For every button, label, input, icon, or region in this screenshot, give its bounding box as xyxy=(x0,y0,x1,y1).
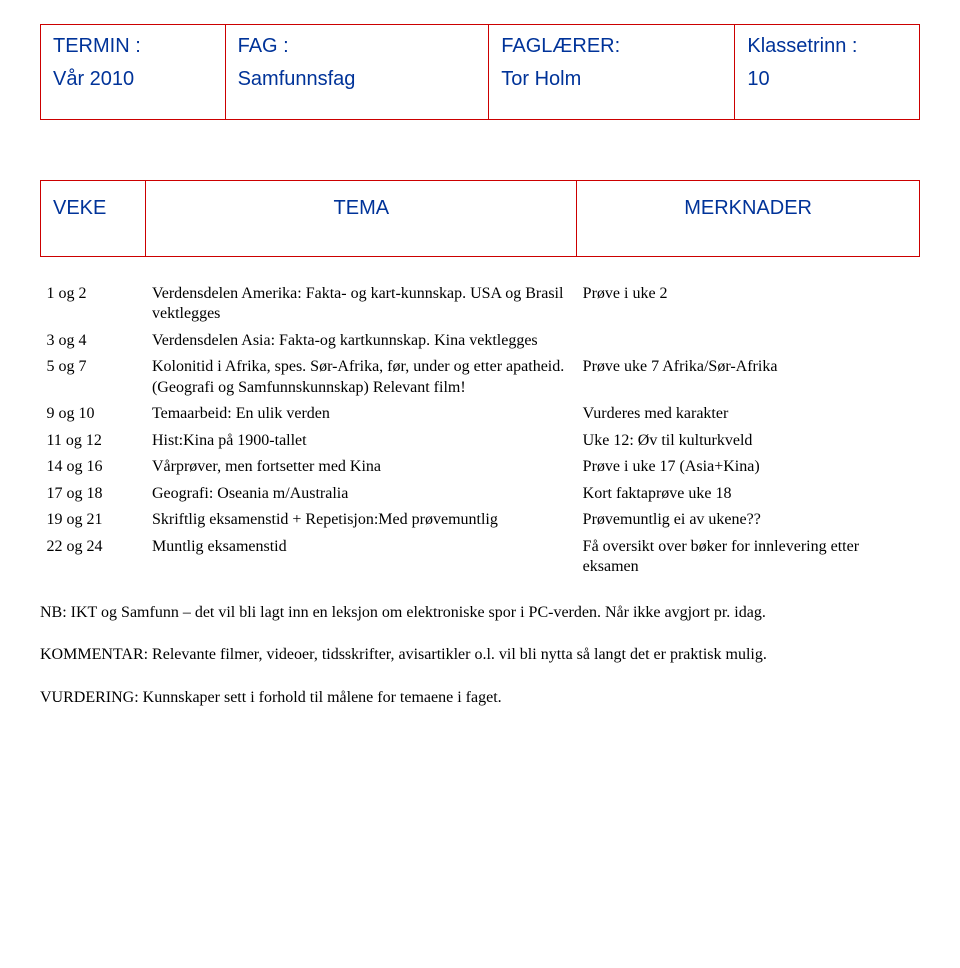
header-cell-fag: FAG : Samfunnsfag xyxy=(225,25,489,120)
spacer-row xyxy=(41,257,920,282)
header-cell-termin: TERMIN : Vår 2010 xyxy=(41,25,226,120)
cell-week: 19 og 21 xyxy=(41,507,146,533)
table-row: 3 og 4Verdensdelen Asia: Fakta-og kartku… xyxy=(41,328,920,354)
table-row: 17 og 18Geografi: Oseania m/AustraliaKor… xyxy=(41,481,920,507)
cell-week: 22 og 24 xyxy=(41,534,146,581)
table-row: 22 og 24Muntlig eksamenstidFå oversikt o… xyxy=(41,534,920,581)
col-header-week: VEKE xyxy=(41,181,146,257)
cell-merk: Prøvemuntlig ei av ukene?? xyxy=(577,507,920,533)
cell-week: 5 og 7 xyxy=(41,354,146,401)
table-row: 9 og 10Temaarbeid: En ulik verdenVurdere… xyxy=(41,401,920,427)
cell-tema: Temaarbeid: En ulik verden xyxy=(146,401,577,427)
cell-merk: Få oversikt over bøker for innlevering e… xyxy=(577,534,920,581)
cell-merk: Prøve i uke 17 (Asia+Kina) xyxy=(577,454,920,480)
cell-week: 14 og 16 xyxy=(41,454,146,480)
col-header-tema: TEMA xyxy=(146,181,577,257)
termin-label: TERMIN : xyxy=(53,35,213,58)
cell-tema: Vårprøver, men fortsetter med Kina xyxy=(146,454,577,480)
cell-tema: Hist:Kina på 1900-tallet xyxy=(146,428,577,454)
cell-tema: Verdensdelen Asia: Fakta-og kartkunnskap… xyxy=(146,328,577,354)
schedule-table: VEKE TEMA MERKNADER 1 og 2Verdensdelen A… xyxy=(40,180,920,581)
note-vurdering: VURDERING: Kunnskaper sett i forhold til… xyxy=(40,688,920,709)
cell-merk: Vurderes med karakter xyxy=(577,401,920,427)
note-kommentar: KOMMENTAR: Relevante filmer, videoer, ti… xyxy=(40,645,920,666)
col-header-merk: MERKNADER xyxy=(577,181,920,257)
cell-week: 17 og 18 xyxy=(41,481,146,507)
laerer-value: Tor Holm xyxy=(501,68,722,91)
cell-merk: Prøve uke 7 Afrika/Sør-Afrika xyxy=(577,354,920,401)
cell-week: 11 og 12 xyxy=(41,428,146,454)
fag-value: Samfunnsfag xyxy=(238,68,477,91)
note-nb: NB: IKT og Samfunn – det vil bli lagt in… xyxy=(40,603,920,624)
cell-merk: Kort faktaprøve uke 18 xyxy=(577,481,920,507)
cell-week: 3 og 4 xyxy=(41,328,146,354)
cell-merk: Prøve i uke 2 xyxy=(577,281,920,328)
cell-merk xyxy=(577,328,920,354)
table-row: 19 og 21Skriftlig eksamenstid + Repetisj… xyxy=(41,507,920,533)
header-table: TERMIN : Vår 2010 FAG : Samfunnsfag FAGL… xyxy=(40,24,920,120)
table-row: 14 og 16Vårprøver, men fortsetter med Ki… xyxy=(41,454,920,480)
cell-tema: Muntlig eksamenstid xyxy=(146,534,577,581)
cell-tema: Verdensdelen Amerika: Fakta- og kart-kun… xyxy=(146,281,577,328)
table-row: 1 og 2Verdensdelen Amerika: Fakta- og ka… xyxy=(41,281,920,328)
table-row: 11 og 12Hist:Kina på 1900-talletUke 12: … xyxy=(41,428,920,454)
table-header-row: VEKE TEMA MERKNADER xyxy=(41,181,920,257)
header-cell-laerer: FAGLÆRER: Tor Holm xyxy=(489,25,735,120)
cell-tema: Geografi: Oseania m/Australia xyxy=(146,481,577,507)
cell-merk: Uke 12: Øv til kulturkveld xyxy=(577,428,920,454)
fag-label: FAG : xyxy=(238,35,477,58)
cell-tema: Kolonitid i Afrika, spes. Sør-Afrika, fø… xyxy=(146,354,577,401)
trinn-label: Klassetrinn : xyxy=(747,35,907,58)
cell-week: 1 og 2 xyxy=(41,281,146,328)
termin-value: Vår 2010 xyxy=(53,68,213,91)
cell-tema: Skriftlig eksamenstid + Repetisjon:Med p… xyxy=(146,507,577,533)
table-row: 5 og 7Kolonitid i Afrika, spes. Sør-Afri… xyxy=(41,354,920,401)
trinn-value: 10 xyxy=(747,68,907,91)
header-cell-trinn: Klassetrinn : 10 xyxy=(735,25,920,120)
cell-week: 9 og 10 xyxy=(41,401,146,427)
laerer-label: FAGLÆRER: xyxy=(501,35,722,58)
